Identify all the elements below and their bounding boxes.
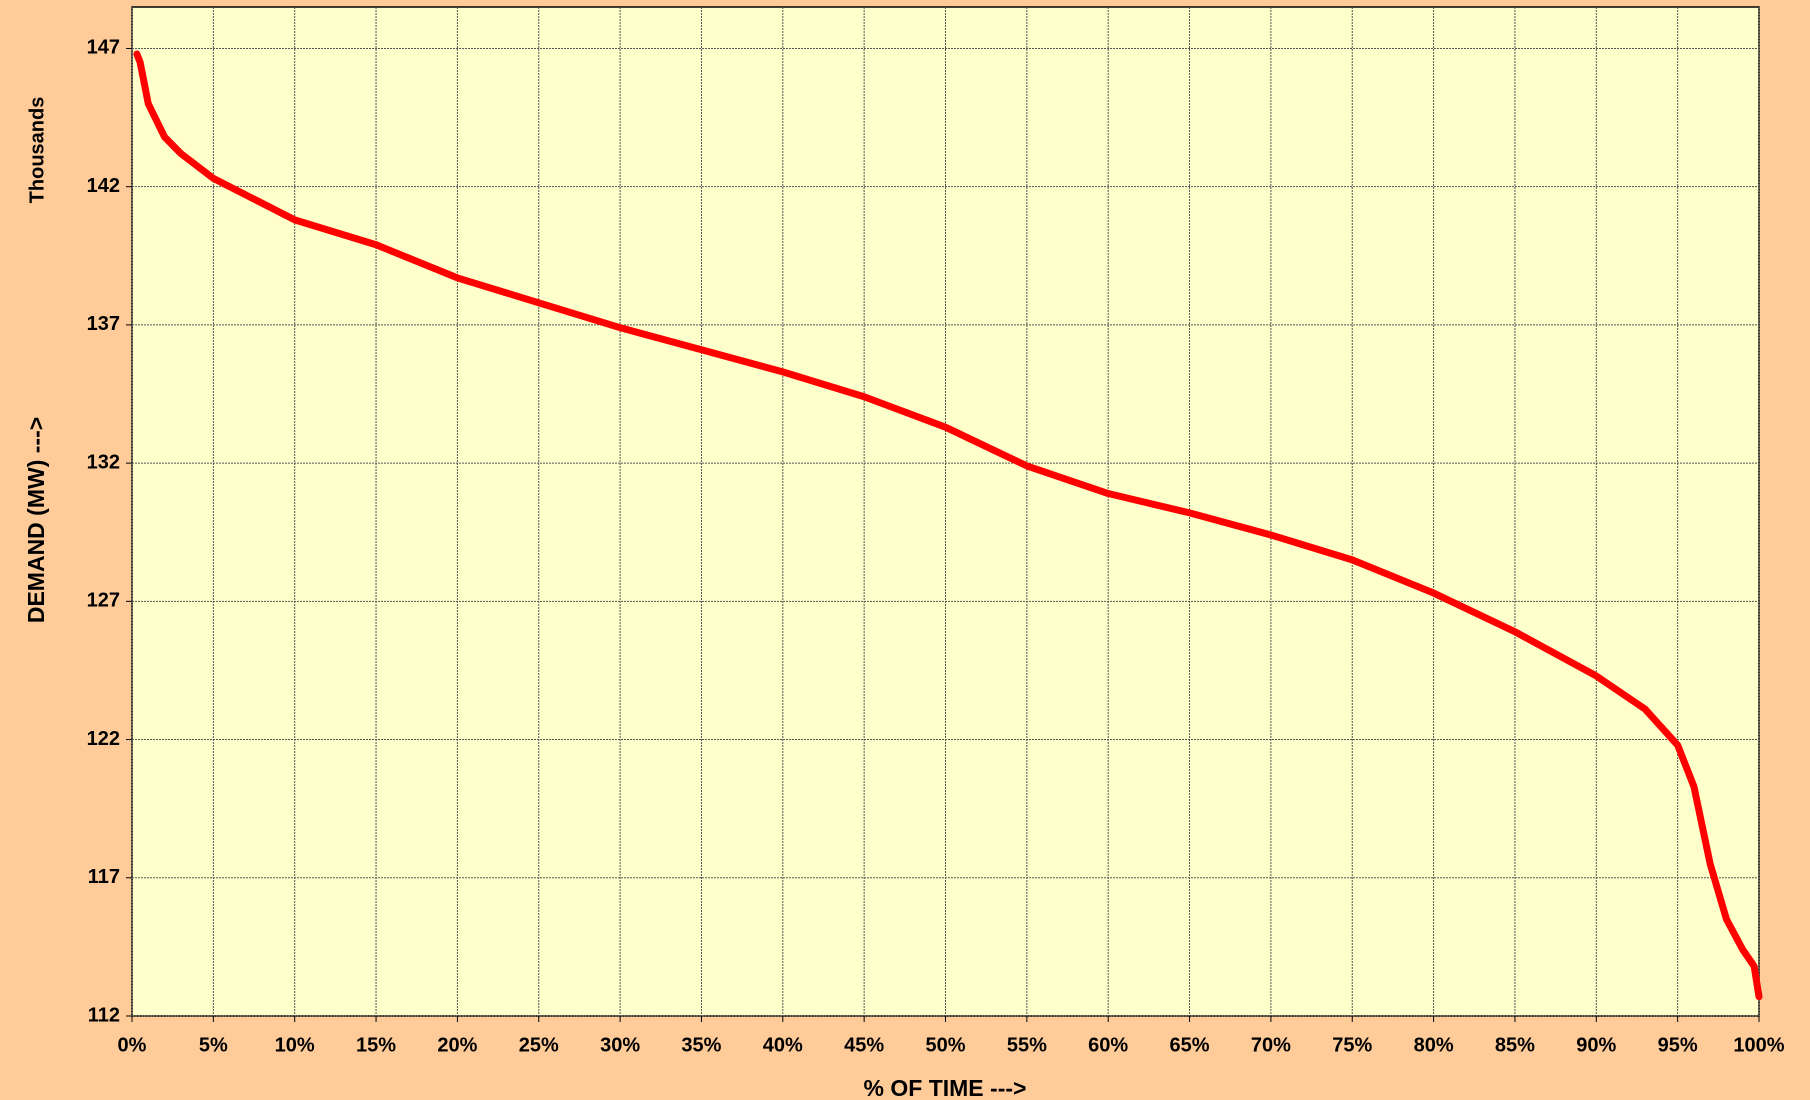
y-tick-label: 117 xyxy=(88,866,120,888)
y-tick-label: 142 xyxy=(87,175,120,197)
x-tick-label: 5% xyxy=(199,1034,228,1056)
x-tick-label: 100% xyxy=(1733,1034,1784,1056)
y-tick-label: 112 xyxy=(88,1004,120,1026)
x-tick-label: 25% xyxy=(519,1034,559,1056)
x-tick-label: 90% xyxy=(1576,1034,1616,1056)
x-tick-label: 80% xyxy=(1414,1034,1454,1056)
x-tick-label: 70% xyxy=(1251,1034,1291,1056)
line xyxy=(133,50,1763,1001)
x-tick-label: 40% xyxy=(763,1034,803,1056)
x-tick-label: 10% xyxy=(275,1034,315,1056)
x-tick-label: 85% xyxy=(1495,1034,1535,1056)
x-tick-label: 20% xyxy=(437,1034,477,1056)
y-axis-label: DEMAND (MW) ---> xyxy=(23,417,49,623)
x-tick-label: 55% xyxy=(1007,1034,1047,1056)
y-tick-label: 122 xyxy=(87,728,120,750)
x-tick-label: 50% xyxy=(925,1034,965,1056)
y-tick-label: 127 xyxy=(87,590,120,612)
x-tick-label: 35% xyxy=(681,1034,721,1056)
x-tick-label: 65% xyxy=(1170,1034,1210,1056)
x-tick-label: 30% xyxy=(600,1034,640,1056)
x-tick-label: 0% xyxy=(118,1034,147,1056)
x-tick-label: 45% xyxy=(844,1034,884,1056)
y-unit: Thousands xyxy=(26,97,48,204)
x-tick-label: 15% xyxy=(356,1034,396,1056)
x-axis-label: % OF TIME ---> xyxy=(864,1075,1027,1100)
x-tick-label: 60% xyxy=(1088,1034,1128,1056)
y-tick-label: 147 xyxy=(87,37,120,59)
y-tick-label: 137 xyxy=(87,313,120,335)
y-tick-label: 132 xyxy=(87,451,120,473)
x-tick-label: 95% xyxy=(1658,1034,1698,1056)
x-tick-label: 75% xyxy=(1332,1034,1372,1056)
